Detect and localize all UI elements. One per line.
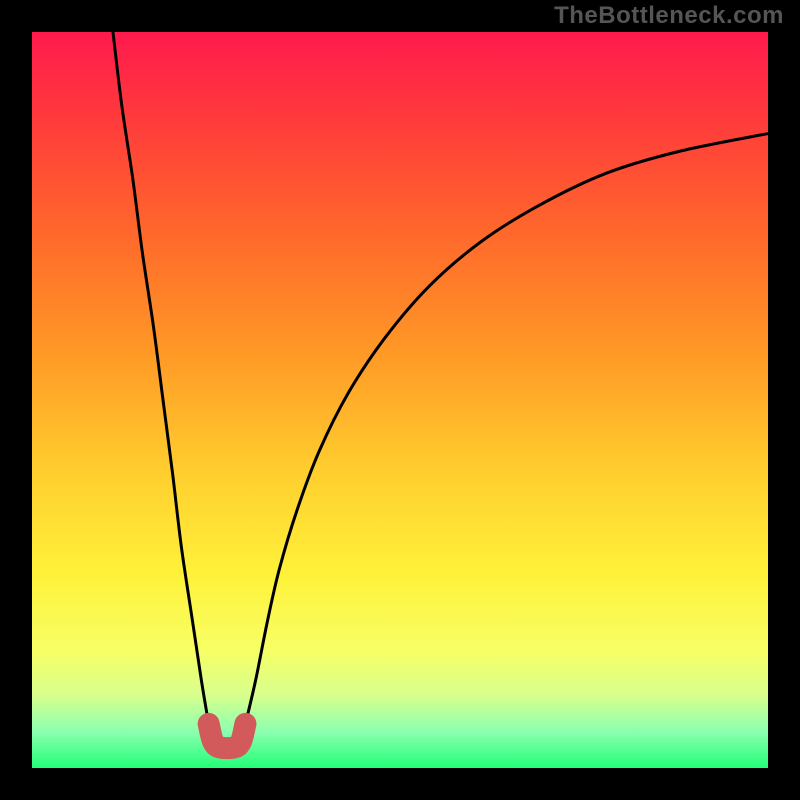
chart-svg (0, 0, 800, 800)
plot-background (32, 32, 768, 768)
bottleneck-chart: TheBottleneck.com (0, 0, 800, 800)
